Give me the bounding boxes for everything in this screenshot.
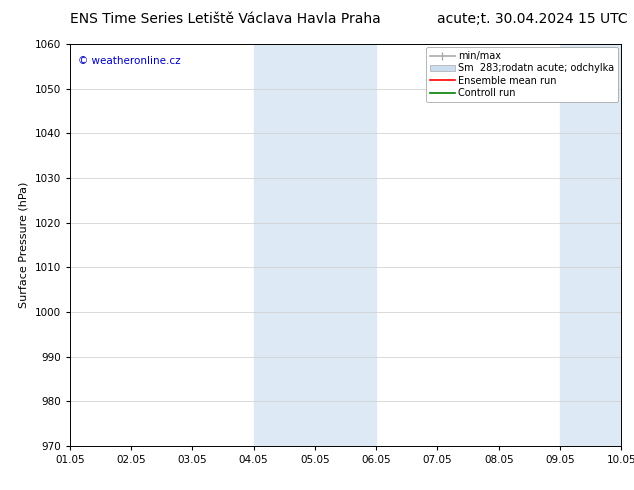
Text: ENS Time Series Letiště Václava Havla Praha: ENS Time Series Letiště Václava Havla Pr… xyxy=(70,12,380,26)
Text: acute;t. 30.04.2024 15 UTC: acute;t. 30.04.2024 15 UTC xyxy=(437,12,628,26)
Bar xyxy=(254,44,376,446)
Bar xyxy=(560,44,621,446)
Legend: min/max, Sm  283;rodatn acute; odchylka, Ensemble mean run, Controll run: min/max, Sm 283;rodatn acute; odchylka, … xyxy=(426,47,618,102)
Y-axis label: Surface Pressure (hPa): Surface Pressure (hPa) xyxy=(19,182,29,308)
Text: © weatheronline.cz: © weatheronline.cz xyxy=(78,56,181,66)
